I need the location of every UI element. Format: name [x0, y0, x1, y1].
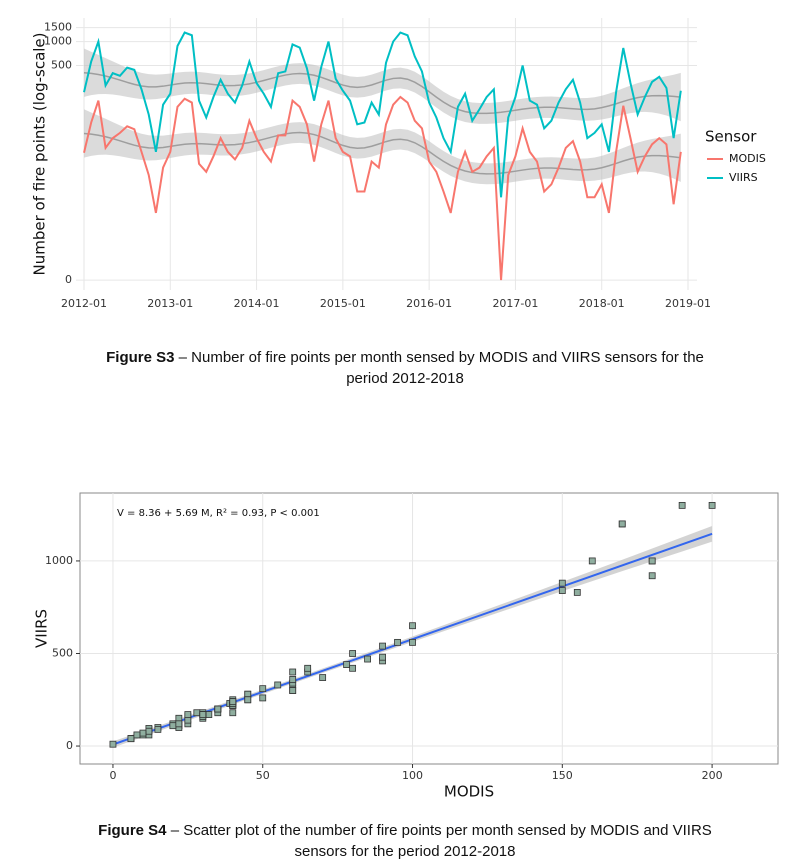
x-tick-label: 200: [702, 769, 723, 782]
x-tick-label: 2018-01: [579, 297, 625, 310]
point: [145, 727, 153, 735]
caption-text: – Number of fire points per month sensed…: [178, 349, 704, 387]
y-tick-label: 500: [52, 646, 73, 659]
y-tick-label: 1000: [45, 554, 73, 567]
point: [214, 705, 222, 713]
point: [199, 711, 207, 718]
point: [154, 725, 162, 733]
point: [205, 711, 213, 718]
x-tick-label: 2019-01: [665, 297, 711, 310]
legend-label: VIIRS: [729, 171, 758, 184]
point: [289, 687, 297, 694]
point: [244, 690, 252, 698]
point: [244, 696, 252, 704]
caption: Figure S4 – Scatter plot of the number o…: [85, 820, 725, 862]
y-axis-label: VIIRS: [33, 609, 51, 648]
x-tick-label: 2017-01: [492, 297, 538, 310]
point: [127, 735, 135, 743]
x-tick-label: 2015-01: [320, 297, 366, 310]
x-tick-label: 150: [552, 769, 573, 782]
series-line: [83, 95, 682, 281]
legend-label: MODIS: [729, 152, 766, 165]
x-axis-label: MODIS: [444, 783, 494, 801]
series-line: [83, 31, 682, 198]
point: [184, 711, 192, 718]
legend-title: Sensor: [705, 128, 757, 146]
x-tick-label: 2013-01: [147, 297, 193, 310]
caption-label: Figure S4: [98, 822, 167, 839]
point: [139, 729, 147, 737]
point: [304, 664, 312, 672]
x-tick-label: 50: [256, 769, 270, 782]
point: [573, 589, 581, 596]
y-tick-label: 1500: [44, 21, 72, 34]
point: [289, 668, 297, 676]
point: [648, 572, 656, 580]
point: [588, 557, 596, 565]
annotation: V = 8.36 + 5.69 M, R² = 0.93, P < 0.001: [117, 508, 320, 519]
point: [364, 655, 371, 663]
x-tick-label: 100: [402, 769, 423, 782]
x-tick-label: 2016-01: [406, 297, 452, 310]
point: [648, 557, 656, 565]
y-tick-label: 1000: [44, 35, 72, 48]
point: [229, 698, 237, 706]
point: [184, 716, 192, 724]
point: [259, 694, 267, 702]
point: [678, 502, 686, 509]
x-tick-label: 2012-01: [61, 297, 107, 310]
point: [175, 714, 183, 722]
point: [349, 664, 357, 672]
point: [274, 681, 282, 689]
point: [379, 642, 386, 650]
point: [558, 587, 566, 594]
point: [175, 720, 183, 728]
point: [558, 579, 566, 587]
point: [133, 731, 141, 739]
point: [379, 653, 386, 661]
point: [343, 661, 351, 668]
caption-label: Figure S3: [106, 349, 175, 366]
point: [289, 676, 297, 683]
point: [259, 685, 267, 693]
point: [349, 650, 357, 657]
y-axis-label: Number of fire points (log-scale): [31, 32, 49, 275]
point: [394, 638, 401, 646]
point: [409, 622, 416, 630]
point: [229, 709, 237, 717]
point: [708, 502, 716, 509]
y-tick-label: 0: [66, 739, 73, 752]
y-tick-label: 0: [65, 273, 72, 286]
point: [618, 520, 626, 528]
point: [193, 709, 201, 717]
y-tick-label: 500: [51, 58, 72, 71]
point: [409, 638, 416, 646]
caption: Figure S3 – Number of fire points per mo…: [85, 347, 725, 389]
caption-text: – Scatter plot of the number of fire poi…: [170, 822, 712, 860]
point: [169, 722, 177, 730]
point: [109, 740, 117, 748]
plot-panel: [79, 492, 779, 765]
point: [319, 674, 327, 681]
x-tick-label: 2014-01: [234, 297, 280, 310]
x-tick-label: 0: [109, 769, 116, 782]
